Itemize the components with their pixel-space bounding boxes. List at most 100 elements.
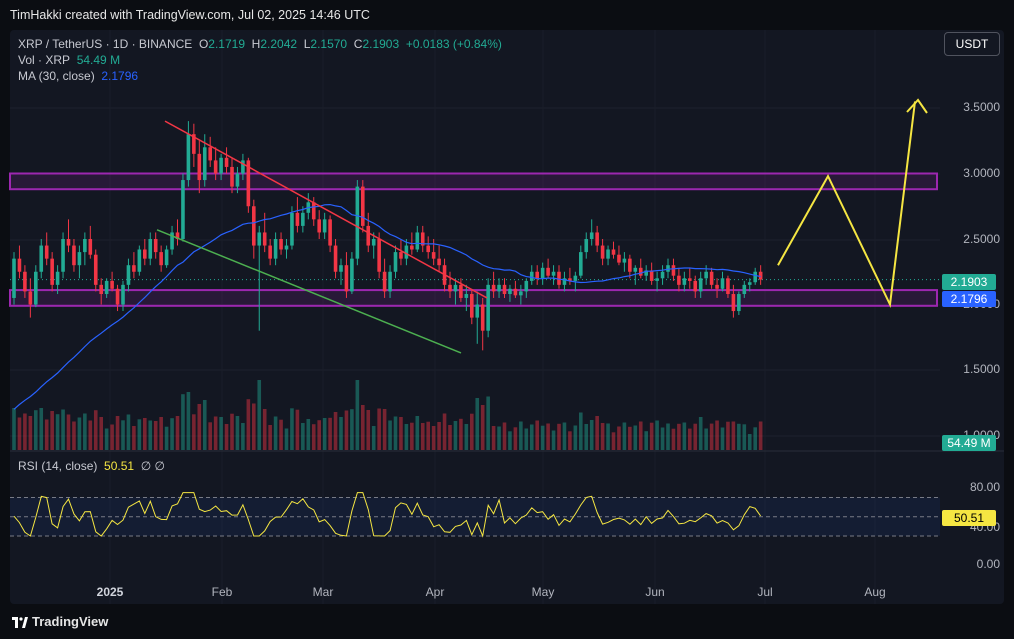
volume-bar bbox=[34, 410, 38, 450]
candle-body bbox=[192, 134, 196, 154]
volume-bar bbox=[579, 412, 583, 450]
volume-bar bbox=[126, 414, 131, 450]
projection-path bbox=[777, 101, 916, 308]
candle-body bbox=[753, 271, 757, 283]
candle-body bbox=[344, 265, 349, 292]
candle-body bbox=[415, 232, 420, 250]
volume-bar bbox=[28, 416, 33, 450]
candle-body bbox=[420, 232, 425, 246]
volume-bar bbox=[115, 416, 120, 450]
volume-bar bbox=[677, 423, 681, 450]
candle-body bbox=[104, 280, 109, 295]
candle-body bbox=[241, 160, 245, 174]
volume-bar bbox=[143, 418, 147, 450]
volume-bar bbox=[224, 424, 229, 450]
candle-body bbox=[110, 280, 114, 289]
volume-bar bbox=[366, 410, 371, 450]
price-tick: 3.5000 bbox=[963, 100, 1000, 114]
ma-line bbox=[13, 203, 761, 410]
ma-label: MA (30, close) bbox=[18, 69, 95, 83]
price-tick: 3.0000 bbox=[963, 166, 1000, 180]
candle-body bbox=[448, 284, 452, 292]
candle-body bbox=[39, 245, 44, 272]
volume-bar bbox=[17, 417, 22, 450]
volume-bar bbox=[219, 417, 223, 450]
zone-resistance-zone bbox=[9, 172, 938, 191]
volume-bar bbox=[399, 417, 403, 450]
volume-bar bbox=[453, 421, 458, 450]
candle-body bbox=[633, 267, 638, 272]
candle-body bbox=[99, 284, 103, 295]
symbol-label: XRP / TetherUS · 1D · BINANCE bbox=[18, 37, 193, 51]
candle-body bbox=[366, 225, 371, 246]
rsi-label: RSI (14, close) bbox=[18, 459, 98, 473]
candle-body bbox=[579, 252, 583, 276]
volume-bar bbox=[339, 417, 343, 450]
tradingview-logo[interactable]: TradingView bbox=[12, 614, 108, 629]
candle-body bbox=[137, 249, 142, 272]
candle-body bbox=[502, 284, 507, 295]
volume-bar bbox=[747, 434, 752, 450]
volume-bar bbox=[464, 424, 469, 450]
volume-bar bbox=[644, 431, 648, 450]
candle-body bbox=[617, 254, 621, 263]
attribution-bar: TimHakki created with TradingView.com, J… bbox=[0, 0, 1014, 30]
volume-bar bbox=[202, 400, 207, 450]
volume-bar bbox=[77, 417, 82, 450]
volume-bar bbox=[638, 421, 643, 450]
volume-bar bbox=[273, 416, 278, 450]
price-tick: 1.5000 bbox=[963, 362, 1000, 376]
tradingview-icon bbox=[12, 617, 28, 629]
time-tick: Feb bbox=[211, 585, 233, 599]
volume-bar bbox=[491, 426, 496, 450]
candle-body bbox=[600, 245, 605, 259]
candle-body bbox=[480, 304, 485, 331]
volume-bar bbox=[66, 414, 71, 450]
candle-body bbox=[153, 239, 158, 253]
candle-body bbox=[88, 239, 93, 255]
projection-arrowhead bbox=[906, 98, 928, 114]
candle-body bbox=[273, 239, 278, 259]
candle-body bbox=[464, 294, 469, 298]
candle-body bbox=[350, 258, 354, 292]
volume-bar bbox=[246, 399, 251, 450]
volume-bar bbox=[524, 428, 529, 450]
volume-bar bbox=[470, 413, 474, 450]
volume-bar bbox=[584, 424, 589, 450]
candle-body bbox=[519, 291, 523, 296]
candle-body bbox=[453, 284, 458, 292]
volume-bar bbox=[480, 405, 485, 450]
volume-bar bbox=[753, 427, 757, 450]
volume-bar bbox=[617, 426, 621, 450]
volume-bar bbox=[709, 423, 714, 450]
candle-body bbox=[470, 294, 474, 318]
volume-bar bbox=[93, 410, 98, 450]
volume-bar bbox=[388, 420, 392, 450]
candle-body bbox=[61, 239, 65, 272]
volume-bar bbox=[328, 417, 332, 450]
candle-body bbox=[546, 267, 550, 276]
candle-body bbox=[290, 212, 294, 246]
volume-bar bbox=[704, 428, 708, 450]
ma-price-badge: 2.1796 bbox=[942, 291, 996, 307]
candle-body bbox=[595, 232, 599, 246]
close-label: C bbox=[353, 37, 363, 51]
candle-body bbox=[611, 249, 616, 255]
candle-body bbox=[132, 265, 136, 272]
volume-bar bbox=[660, 427, 665, 450]
candle-body bbox=[382, 271, 387, 292]
candle-body bbox=[388, 271, 392, 292]
volume-bar bbox=[437, 422, 441, 450]
currency-button[interactable]: USDT bbox=[944, 32, 1000, 56]
candle-body bbox=[311, 202, 316, 220]
candle-body bbox=[475, 304, 480, 318]
candle-body bbox=[513, 288, 518, 296]
rsi-tick: 0.00 bbox=[976, 557, 1000, 571]
candle-body bbox=[698, 278, 703, 292]
candle-body bbox=[148, 239, 153, 259]
candle-body bbox=[410, 245, 414, 250]
volume-bar bbox=[175, 416, 180, 450]
candle-body bbox=[377, 239, 381, 272]
volume-bar bbox=[682, 422, 687, 450]
